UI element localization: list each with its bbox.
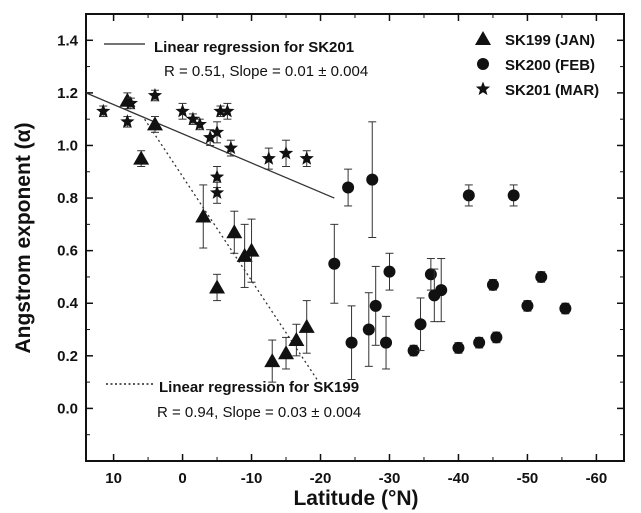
data-point-sk200 bbox=[369, 299, 382, 312]
data-point-sk199 bbox=[243, 242, 260, 257]
y-tick-label: 0.2 bbox=[57, 348, 78, 365]
data-point-sk199 bbox=[146, 116, 163, 131]
x-tick-label: -60 bbox=[586, 470, 608, 487]
regression-sk199-label: Linear regression for SK199 bbox=[159, 379, 359, 396]
x-tick-label: -50 bbox=[517, 470, 539, 487]
data-point-sk201 bbox=[223, 140, 238, 155]
data-point-sk200 bbox=[435, 284, 448, 297]
data-point-sk200 bbox=[345, 336, 358, 349]
x-tick-label: 0 bbox=[178, 470, 186, 487]
x-tick-label: -20 bbox=[310, 470, 332, 487]
data-point-sk201 bbox=[209, 124, 225, 139]
regression-line-sk199 bbox=[144, 118, 322, 386]
data-point-sk201 bbox=[192, 116, 207, 131]
y-tick-label: 0.8 bbox=[57, 190, 78, 207]
x-tick-label: -40 bbox=[448, 470, 470, 487]
data-point-sk201 bbox=[123, 95, 138, 110]
data-point-sk201 bbox=[261, 151, 276, 165]
data-point-sk200 bbox=[521, 299, 534, 312]
data-point-sk200 bbox=[486, 278, 499, 291]
data-point-sk199 bbox=[298, 318, 315, 333]
data-point-sk200 bbox=[407, 344, 420, 357]
y-tick-label: 0.4 bbox=[57, 295, 79, 312]
legend-label-sk199: SK199 (JAN) bbox=[505, 32, 595, 49]
regression-sk201-label: Linear regression for SK201 bbox=[154, 39, 354, 56]
data-point-sk200 bbox=[535, 270, 548, 283]
data-point-sk201 bbox=[209, 169, 225, 184]
data-point-sk201 bbox=[96, 103, 111, 118]
data-point-sk199 bbox=[278, 345, 295, 360]
x-tick-label: -10 bbox=[241, 470, 263, 487]
data-point-sk201 bbox=[213, 103, 228, 118]
x-axis-title: Latitude (°N) bbox=[293, 487, 418, 510]
data-point-sk200 bbox=[380, 336, 393, 349]
data-point-sk201 bbox=[185, 111, 201, 126]
data-point-sk199 bbox=[264, 353, 281, 368]
data-point-sk201 bbox=[203, 130, 218, 144]
legend-label-sk201: SK201 (MAR) bbox=[505, 82, 599, 99]
axis-ticks: 10 0 -10 -20 -30 -40 -50 -60 0.0 0.2 0.4 0.6 0.8 1.0 1… bbox=[57, 13, 624, 487]
regression-sk199-stats: R = 0.94, Slope = 0.03 ± 0.004 bbox=[157, 404, 361, 421]
data-point-sk201 bbox=[209, 185, 225, 199]
data-point-sk199 bbox=[226, 224, 243, 239]
data-point-sk200 bbox=[452, 341, 465, 354]
data-point-sk201 bbox=[120, 114, 135, 128]
y-tick-label: 0.6 bbox=[57, 243, 78, 260]
data-point-sk200 bbox=[414, 318, 427, 331]
data-point-sk200 bbox=[424, 268, 437, 281]
data-point-sk200 bbox=[490, 331, 503, 344]
data-point-sk201 bbox=[299, 151, 314, 165]
data-point-sk199 bbox=[133, 150, 150, 165]
data-point-sk199 bbox=[209, 279, 226, 294]
data-point-sk200 bbox=[362, 323, 375, 336]
data-point-sk199 bbox=[288, 332, 305, 347]
y-tick-label: 1.2 bbox=[57, 85, 78, 102]
legend-marker-sk199 bbox=[475, 31, 491, 45]
regression-sk201-stats: R = 0.51, Slope = 0.01 ± 0.004 bbox=[164, 63, 368, 80]
legend-label-sk200: SK200 (FEB) bbox=[505, 57, 595, 74]
legend: SK199 (JAN) SK200 (FEB) SK201 (MAR) bbox=[475, 31, 599, 99]
data-point-sk200 bbox=[473, 336, 486, 349]
data-point-sk201 bbox=[175, 103, 190, 118]
data-point-sk201 bbox=[147, 88, 163, 102]
data-point-sk200 bbox=[507, 189, 520, 202]
data-point-sk200 bbox=[383, 265, 396, 278]
data-point-sk200 bbox=[462, 189, 475, 202]
y-tick-label: 1.0 bbox=[57, 137, 78, 154]
legend-marker-sk201 bbox=[475, 81, 491, 96]
x-tick-label: 10 bbox=[105, 470, 122, 487]
y-tick-label: 0.0 bbox=[57, 400, 78, 417]
data-point-sk200 bbox=[366, 173, 379, 186]
y-tick-label: 1.4 bbox=[57, 32, 79, 49]
data-point-sk201 bbox=[278, 145, 294, 160]
data-point-sk199 bbox=[195, 208, 212, 223]
y-axis-title: Angstrom exponent (α) bbox=[12, 122, 35, 353]
data-point-sk200 bbox=[559, 302, 572, 315]
data-point-sk200 bbox=[342, 181, 355, 194]
data-points bbox=[96, 88, 572, 383]
data-point-sk201 bbox=[220, 103, 235, 118]
legend-marker-sk200 bbox=[477, 58, 489, 70]
data-point-sk200 bbox=[328, 257, 341, 270]
x-tick-label: -30 bbox=[379, 470, 401, 487]
